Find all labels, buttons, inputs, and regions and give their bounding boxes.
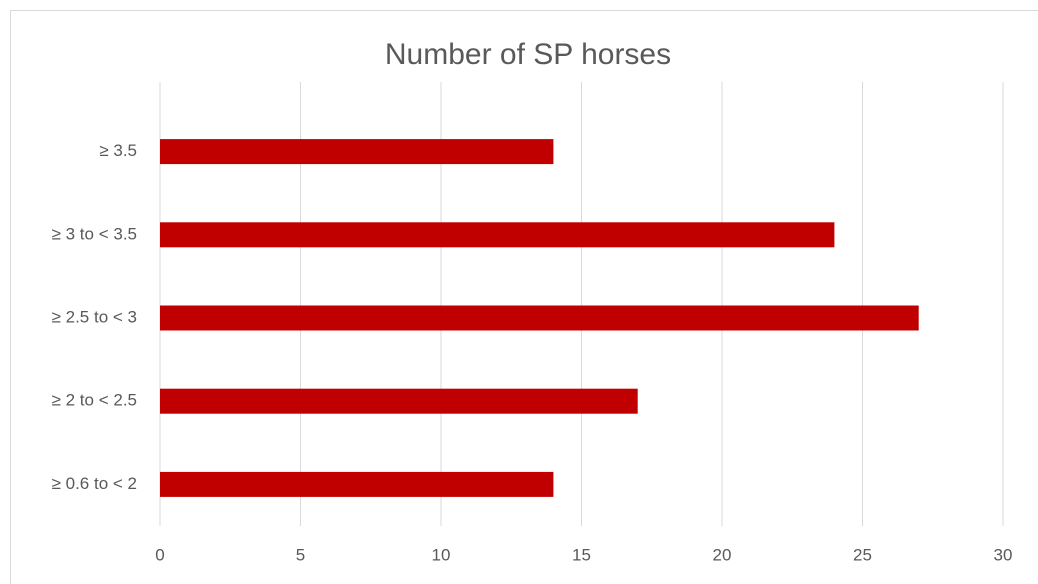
y-tick-label: ≥ 3 to < 3.5 xyxy=(52,224,137,243)
bar xyxy=(160,139,554,165)
bar xyxy=(160,388,638,414)
y-tick-label: ≥ 2.5 to < 3 xyxy=(52,307,137,326)
x-tick-label: 20 xyxy=(713,545,732,564)
x-tick-label: 15 xyxy=(572,545,591,564)
bar xyxy=(160,305,919,331)
y-tick-label: ≥ 3.5 xyxy=(99,141,137,160)
x-tick-label: 10 xyxy=(432,545,451,564)
x-tick-label: 30 xyxy=(994,545,1013,564)
chart-title: Number of SP horses xyxy=(385,38,671,71)
x-tick-label: 0 xyxy=(155,545,164,564)
y-tick-label: ≥ 2 to < 2.5 xyxy=(52,391,137,410)
y-tick-label: ≥ 0.6 to < 2 xyxy=(52,474,137,493)
bar xyxy=(160,471,554,497)
x-tick-label: 5 xyxy=(296,545,305,564)
chart-border xyxy=(10,10,1038,584)
bar xyxy=(160,222,835,248)
x-tick-label: 25 xyxy=(853,545,872,564)
